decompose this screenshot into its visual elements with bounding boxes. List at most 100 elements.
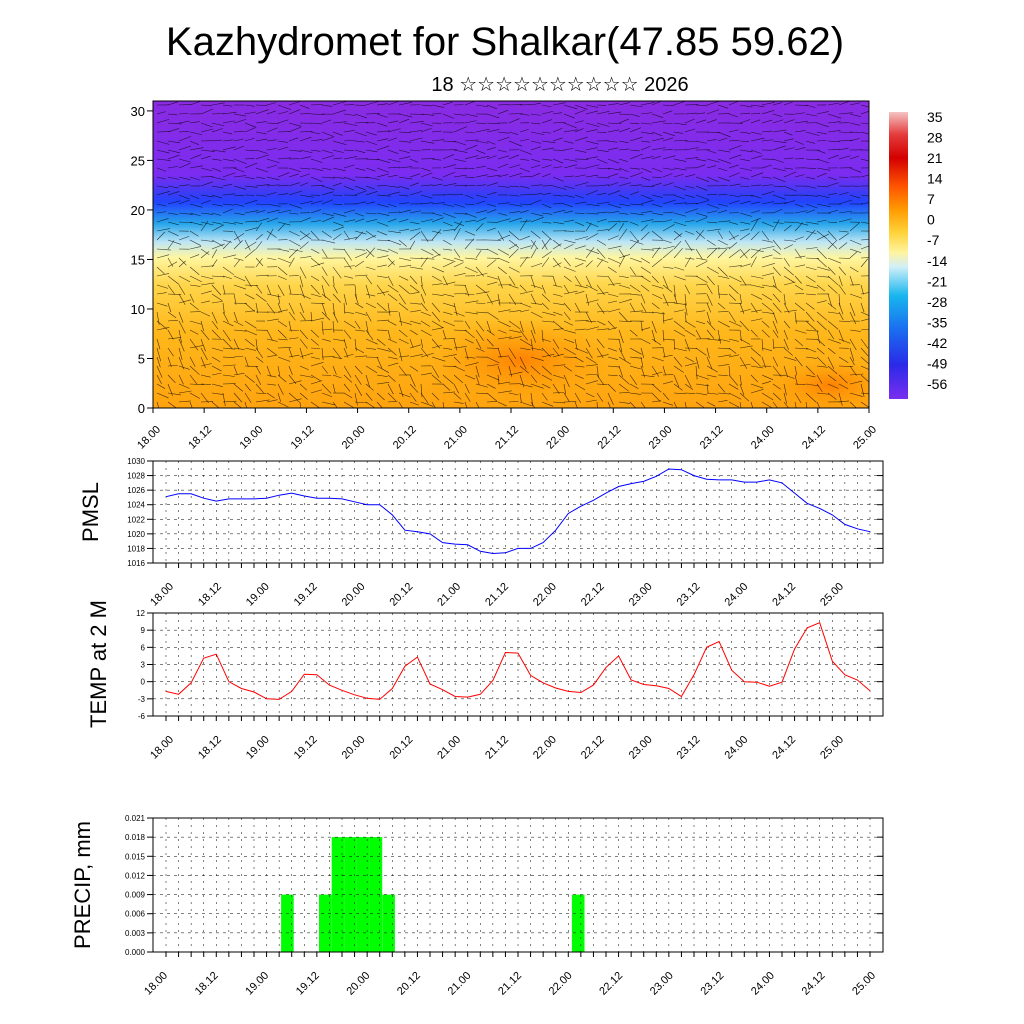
wind-barb [233, 275, 246, 282]
wind-barb [849, 311, 857, 325]
wind-barb [310, 122, 322, 125]
wind-barb [343, 149, 354, 151]
colorbar-label: 35 [927, 109, 943, 125]
wind-barb [607, 190, 621, 196]
wind-barb [486, 140, 496, 145]
wind-barb [266, 329, 273, 341]
wind-barb [816, 347, 825, 355]
wind-barb [431, 139, 445, 142]
wind-barb [310, 257, 321, 266]
wind-barb [453, 365, 465, 372]
wind-barb [420, 338, 424, 349]
wind-barb [277, 223, 286, 232]
wind-barb [783, 244, 794, 250]
x-tick-label: 24.12 [770, 581, 798, 609]
wind-barb [750, 231, 760, 241]
wind-barb [288, 230, 300, 237]
wind-barb [497, 163, 509, 169]
wind-barb [244, 149, 256, 151]
wind-barb [343, 338, 348, 349]
wind-barb [563, 302, 572, 312]
wind-barb [596, 122, 610, 127]
wind-barb [816, 257, 827, 268]
wind-barb [816, 275, 830, 278]
wind-barb [332, 374, 342, 379]
wind-barb [233, 383, 243, 392]
wind-barb [332, 212, 347, 217]
wind-barb [574, 365, 585, 368]
wind-barb [200, 290, 212, 295]
wind-barb [420, 320, 431, 327]
wind-barb [299, 200, 313, 205]
wind-barb [706, 347, 710, 359]
wind-barb [651, 365, 660, 377]
wind-barb [563, 158, 578, 162]
wind-barb [794, 120, 808, 124]
wind-barb [156, 266, 165, 275]
wind-barb [387, 293, 398, 302]
wind-barb [849, 102, 861, 106]
wind-barb [673, 139, 688, 142]
wind-barb [662, 223, 675, 232]
x-tick-label: 22.00 [531, 581, 559, 609]
wind-barb [332, 347, 342, 359]
x-tick-label: 19.00 [244, 734, 272, 762]
wind-barb [662, 365, 666, 376]
wind-barb [475, 250, 482, 259]
wind-barb [189, 338, 199, 351]
wind-barb [618, 113, 630, 116]
wind-barb [233, 259, 240, 268]
wind-barb [211, 347, 224, 352]
wind-barb [552, 338, 560, 350]
wind-barb [431, 229, 442, 241]
wind-barb [739, 200, 751, 205]
wind-barb [409, 338, 414, 348]
wind-barb [629, 257, 642, 263]
wind-barb [233, 284, 246, 290]
wind-barb [266, 217, 278, 223]
wind-barb [266, 110, 276, 115]
wind-barb [585, 156, 598, 160]
wind-barb [662, 266, 674, 269]
wind-barb [233, 233, 245, 241]
wind-barb [299, 136, 312, 142]
wind-barb [618, 102, 630, 106]
wind-barb [750, 137, 765, 142]
wind-barb [354, 320, 361, 329]
wind-barb [442, 320, 455, 327]
wind-barb [244, 239, 251, 251]
wind-barb [662, 219, 672, 223]
wind-barb [750, 401, 754, 408]
x-tick-label: 23.00 [627, 581, 655, 609]
wind-barb [277, 172, 290, 178]
wind-barb [695, 283, 708, 286]
wind-barb [530, 102, 542, 106]
wind-barb [178, 390, 192, 394]
wind-barb [607, 282, 621, 286]
wind-barb [739, 392, 750, 402]
wind-barb [310, 158, 323, 163]
wind-barb [563, 185, 575, 189]
wind-barb [761, 254, 773, 259]
wind-barb [497, 248, 510, 256]
wind-barb [200, 155, 211, 160]
wind-barb [453, 158, 466, 162]
wind-barb [739, 232, 751, 241]
wind-barb [431, 230, 442, 234]
wind-barb [398, 338, 409, 344]
wind-barb [453, 401, 464, 404]
wind-barb [189, 165, 203, 169]
wind-barb [486, 259, 497, 268]
wind-barb [728, 275, 742, 283]
wind-barb [673, 122, 687, 126]
wind-barb [585, 129, 598, 133]
wind-barb [519, 113, 530, 116]
wind-barb [211, 401, 220, 408]
wind-barb [552, 383, 560, 394]
wind-barb [255, 356, 264, 363]
wind-barb [585, 293, 590, 306]
wind-barb [200, 275, 214, 280]
wind-barb [288, 284, 292, 295]
wind-barb [442, 171, 456, 178]
wind-barb [662, 311, 665, 324]
